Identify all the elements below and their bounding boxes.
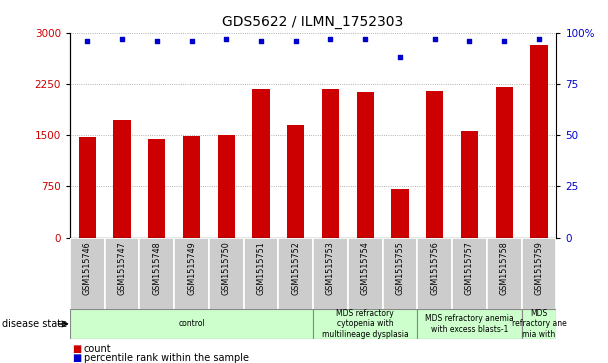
Bar [113, 120, 131, 238]
Bar [313, 238, 348, 310]
Point [187, 38, 196, 44]
Text: GSM1515754: GSM1515754 [361, 241, 370, 295]
Text: percentile rank within the sample: percentile rank within the sample [84, 352, 249, 363]
Bar [417, 238, 452, 310]
Text: ■: ■ [72, 352, 81, 363]
Bar [461, 131, 478, 238]
Bar [70, 309, 313, 339]
Bar [278, 238, 313, 310]
Point [221, 36, 231, 42]
Text: disease state: disease state [2, 319, 67, 329]
Bar [218, 135, 235, 238]
Text: GSM1515747: GSM1515747 [117, 241, 126, 295]
Bar [487, 238, 522, 310]
Point [430, 36, 440, 42]
Text: GSM1515746: GSM1515746 [83, 241, 92, 295]
Bar [356, 92, 374, 238]
Text: GSM1515753: GSM1515753 [326, 241, 335, 295]
Point [499, 38, 509, 44]
Bar [522, 309, 556, 339]
Text: MDS refractory anemia
with excess blasts-1: MDS refractory anemia with excess blasts… [425, 314, 514, 334]
Bar [183, 136, 200, 238]
Bar [70, 238, 105, 310]
Point [117, 36, 127, 42]
Bar [348, 238, 382, 310]
Text: GSM1515756: GSM1515756 [430, 241, 439, 295]
Bar [287, 125, 305, 238]
Text: GSM1515751: GSM1515751 [257, 241, 266, 295]
Text: GSM1515748: GSM1515748 [152, 241, 161, 295]
Text: GSM1515759: GSM1515759 [534, 241, 544, 295]
Bar [417, 309, 522, 339]
Bar [148, 139, 165, 238]
Text: GSM1515749: GSM1515749 [187, 241, 196, 295]
Text: MDS
refractory ane
mia with: MDS refractory ane mia with [511, 309, 566, 339]
Bar [496, 87, 513, 238]
Bar [209, 238, 244, 310]
Title: GDS5622 / ILMN_1752303: GDS5622 / ILMN_1752303 [223, 15, 404, 29]
Text: GSM1515750: GSM1515750 [222, 241, 231, 295]
Bar [252, 89, 270, 238]
Bar [382, 238, 417, 310]
Bar [78, 136, 96, 238]
Text: GSM1515752: GSM1515752 [291, 241, 300, 295]
Bar [244, 238, 278, 310]
Point [152, 38, 162, 44]
Text: ■: ■ [72, 344, 81, 354]
Bar [426, 91, 443, 238]
Text: GSM1515757: GSM1515757 [465, 241, 474, 295]
Text: GSM1515755: GSM1515755 [395, 241, 404, 295]
Point [534, 36, 544, 42]
Bar [174, 238, 209, 310]
Text: GSM1515758: GSM1515758 [500, 241, 509, 295]
Point [83, 38, 92, 44]
Bar [530, 45, 548, 238]
Bar [105, 238, 139, 310]
Point [395, 54, 405, 60]
Bar [322, 89, 339, 238]
Bar [139, 238, 174, 310]
Bar [522, 238, 556, 310]
Point [291, 38, 300, 44]
Point [465, 38, 474, 44]
Point [256, 38, 266, 44]
Text: control: control [178, 319, 205, 329]
Bar [392, 188, 409, 238]
Point [326, 36, 336, 42]
Text: MDS refractory
cytopenia with
multilineage dysplasia: MDS refractory cytopenia with multilinea… [322, 309, 409, 339]
Point [361, 36, 370, 42]
Bar [313, 309, 417, 339]
Text: count: count [84, 344, 111, 354]
Bar [452, 238, 487, 310]
